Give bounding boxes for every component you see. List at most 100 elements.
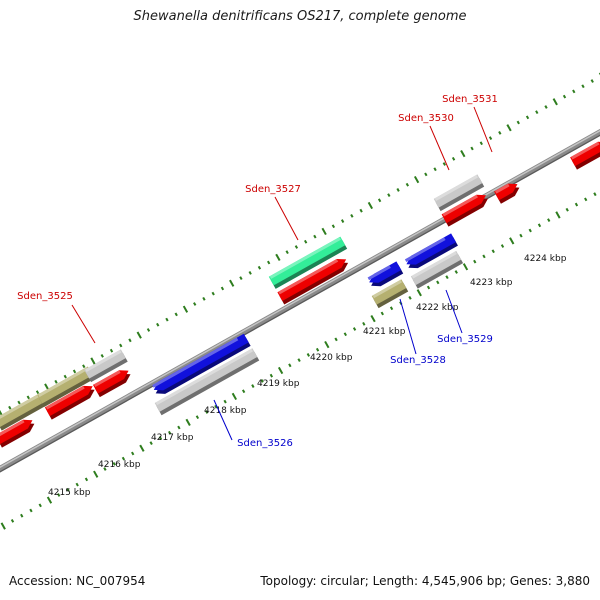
accession-text: Accession: NC_007954: [9, 574, 146, 588]
bottom-scale-tick: [158, 436, 163, 440]
top-scale-tick: [424, 172, 428, 177]
scale-label: 4224 kbp: [524, 254, 567, 264]
feature-highlight: [93, 370, 121, 388]
bottom-scale-tick: [75, 482, 79, 487]
bottom-scale-tick: [445, 275, 449, 280]
top-scale-tick: [100, 353, 104, 358]
bottom-scale-tick: [66, 487, 70, 492]
feature-highlight: [570, 141, 600, 160]
feature-red: [570, 141, 600, 170]
top-scale-tick: [248, 271, 252, 275]
feature-highlight: [404, 237, 446, 262]
bottom-scale-tick: [509, 237, 515, 245]
bottom-scale-tick: [93, 470, 99, 478]
feature-highlight: [155, 348, 253, 406]
top-scale-tick: [367, 201, 374, 210]
gene-label-leader: [429, 125, 450, 171]
feature-face: [37, 366, 93, 404]
feature-face: [369, 261, 402, 283]
top-scale-tick: [516, 120, 520, 125]
bottom-scale-tick: [204, 410, 209, 414]
feature-highlight: [0, 393, 41, 421]
bottom-scale-tick: [324, 340, 330, 349]
feature-gray: [410, 250, 464, 289]
bottom-scale-tick: [223, 399, 227, 404]
bottom-scale-tick: [131, 451, 135, 456]
bottom-scale-tick: [574, 202, 579, 207]
bottom-scale-tick: [547, 218, 551, 223]
feature-face: [0, 392, 46, 428]
top-scale-tick: [294, 245, 299, 249]
bottom-scale-tick: [380, 311, 384, 316]
bottom-scale-tick: [185, 418, 191, 426]
feature-face: [153, 333, 249, 391]
top-scale-tick: [303, 239, 308, 244]
top-scale-tick: [211, 291, 215, 296]
top-scale-tick: [136, 331, 142, 339]
top-scale-tick: [82, 364, 86, 369]
feature-blue: [367, 261, 404, 287]
gene-label-leader: [274, 196, 299, 241]
top-scale-tick: [396, 188, 400, 192]
gene-label: Sden_3529: [437, 334, 493, 345]
feature-gray: [154, 348, 260, 416]
feature-olive: [0, 392, 48, 431]
scale-label: 4222 kbp: [416, 303, 459, 313]
feature-highlight: [45, 385, 85, 410]
scale-label: 4221 kbp: [363, 327, 406, 337]
top-scale-tick: [193, 302, 197, 306]
top-scale-tick: [340, 219, 345, 223]
bottom-scale-tick: [462, 263, 469, 271]
bottom-scale-tick: [231, 392, 238, 401]
top-scale-tick: [451, 156, 456, 161]
feature-gray: [433, 174, 485, 212]
scale-label: 4220 kbp: [310, 353, 353, 363]
top-scale-tick: [331, 224, 336, 229]
feature-highlight: [85, 349, 122, 373]
bottom-scale-tick: [565, 207, 569, 212]
feature-face: [44, 385, 93, 417]
top-scale-tick: [552, 98, 558, 106]
bottom-scale-tick: [214, 404, 218, 409]
feature-highlight: [434, 174, 478, 201]
feature-highlight: [38, 366, 89, 397]
feature-highlight: [494, 183, 510, 194]
bottom-scale-tick: [416, 289, 422, 297]
top-scale-tick: [174, 312, 178, 317]
bottom-scale-tick: [260, 378, 264, 383]
gene-label-leader: [71, 304, 96, 344]
feature-face: [84, 349, 126, 379]
top-scale-tick: [313, 234, 317, 239]
feature-highlight: [278, 258, 339, 295]
bottom-scale-tick: [519, 233, 523, 238]
feature-highlight: [367, 265, 391, 281]
top-scale-tick: [239, 276, 243, 280]
feature-red: [0, 419, 35, 448]
feature-depth: [572, 145, 600, 170]
bottom-scale-tick: [29, 508, 33, 513]
top-scale-tick: [525, 115, 530, 120]
top-scale-tick: [350, 213, 354, 218]
bottom-scale-tick: [288, 363, 292, 368]
bottom-scale-tick: [315, 347, 320, 352]
feature-face: [570, 141, 600, 167]
top-scale-tick: [488, 136, 493, 140]
top-scale-tick: [479, 141, 483, 146]
top-scale-tick: [470, 146, 474, 151]
feature-red: [277, 258, 349, 305]
top-scale-tick: [285, 250, 289, 255]
bottom-scale-tick: [269, 373, 274, 378]
top-scale-tick: [128, 338, 132, 343]
bottom-scale-tick: [473, 259, 477, 264]
bottom-scale-tick: [46, 496, 53, 504]
bottom-scale-tick: [38, 503, 42, 508]
top-scale-tick: [35, 390, 40, 395]
top-scale-tick: [359, 208, 363, 213]
gene-label: Sden_3526: [237, 438, 293, 449]
feature-highlight: [0, 419, 25, 438]
bottom-scale-tick: [195, 415, 200, 420]
scale-label: 4219 kbp: [257, 379, 300, 389]
gene-label-leader: [473, 106, 493, 153]
